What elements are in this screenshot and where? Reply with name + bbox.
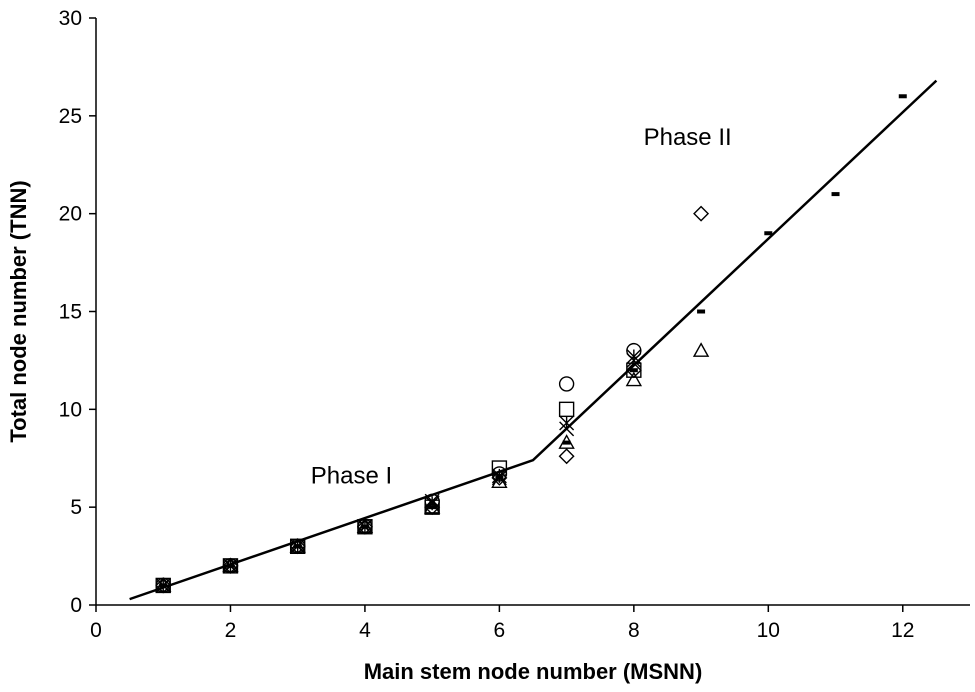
data-point-triangle <box>625 371 643 387</box>
data-point-dash <box>293 544 302 549</box>
annotation-label: Phase II <box>644 124 732 151</box>
data-point-triangle <box>692 342 710 357</box>
data-point-dash <box>495 475 504 480</box>
data-point-dash <box>898 94 907 99</box>
axes <box>95 18 970 606</box>
data-markers <box>155 94 907 594</box>
y-tick-label: 30 <box>59 7 82 30</box>
x-tick-label: 0 <box>90 619 102 642</box>
data-point-square <box>558 401 575 418</box>
y-axis-title: Total node number (TNN) <box>6 180 31 442</box>
data-point-dash <box>697 309 706 314</box>
y-ticks: 0 5 10 15 20 25 30 <box>59 7 96 617</box>
fit-line <box>129 79 938 601</box>
data-point-star <box>626 349 642 364</box>
y-tick-label: 0 <box>70 594 82 617</box>
data-point-dash <box>831 192 840 197</box>
x-tick-label: 12 <box>891 619 914 642</box>
y-tick-label: 25 <box>59 105 82 128</box>
x-tick-label: 10 <box>757 619 780 642</box>
data-point-diamond <box>693 205 710 222</box>
x-ticks: 0 2 4 6 8 10 12 <box>90 605 914 642</box>
data-point-dash <box>428 505 437 510</box>
data-point-diamond <box>625 362 642 379</box>
annotation-label: Phase I <box>311 463 392 490</box>
data-point-dash <box>764 231 773 236</box>
y-tick-label: 15 <box>59 301 82 324</box>
data-point-dash <box>629 368 638 373</box>
x-tick-label: 6 <box>494 619 506 642</box>
fit-line-group <box>129 79 938 601</box>
y-tick-label: 5 <box>70 496 82 519</box>
data-point-diamond <box>424 499 441 516</box>
data-point-dash <box>226 563 235 568</box>
data-point-dash <box>159 583 168 588</box>
y-tick-label: 20 <box>59 203 82 226</box>
data-point-diamond <box>491 469 508 486</box>
data-point-diamond <box>558 448 575 465</box>
data-point-circle <box>558 376 575 392</box>
y-tick-label: 10 <box>59 398 82 421</box>
data-point-dash <box>360 524 369 529</box>
x-tick-label: 8 <box>628 619 640 642</box>
x-tick-label: 2 <box>225 619 237 642</box>
x-tick-label: 4 <box>359 619 371 642</box>
data-point-star <box>559 415 575 431</box>
annotations: Phase I Phase II <box>311 124 732 490</box>
data-point-dash <box>562 440 571 445</box>
x-axis-title: Main stem node number (MSNN) <box>364 659 703 684</box>
